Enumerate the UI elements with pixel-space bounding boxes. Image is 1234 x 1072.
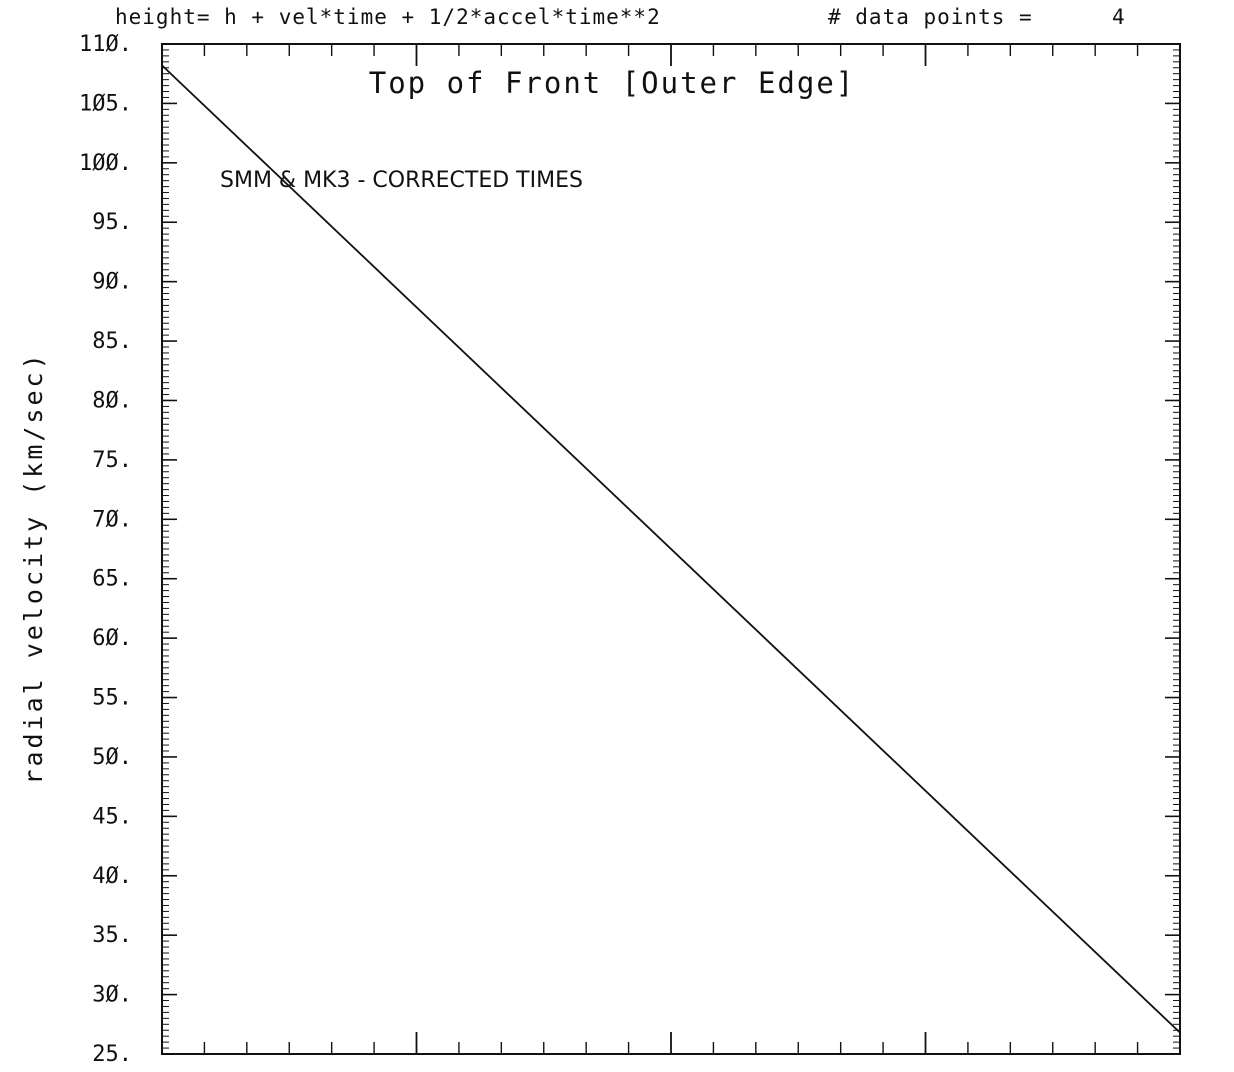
y-tick-label: 65.	[92, 567, 132, 592]
y-axis-label: radial velocity (km/sec)	[19, 351, 48, 784]
y-tick-label: 75.	[92, 448, 132, 473]
y-tick-label: 35.	[92, 923, 132, 948]
axis-ticks	[162, 43, 1180, 1055]
y-tick-label: 95.	[92, 210, 132, 235]
y-tick-label: 1Ø5.	[79, 91, 132, 116]
chart-title: Top of Front [Outer Edge]	[369, 66, 856, 100]
plot-frame	[161, 43, 1181, 1055]
y-tick-label: 7Ø.	[92, 507, 132, 532]
y-tick-label: 4Ø.	[92, 864, 132, 889]
y-tick-label: 9Ø.	[92, 270, 132, 295]
y-tick-label: 3Ø.	[92, 983, 132, 1008]
y-tick-label: 6Ø.	[92, 626, 132, 651]
y-tick-label: 25.	[92, 1042, 132, 1067]
y-tick-label: 11Ø.	[79, 32, 132, 57]
series-group	[161, 64, 1181, 1034]
y-tick-label: 5Ø.	[92, 745, 132, 770]
y-tick-label: 85.	[92, 329, 132, 354]
header-data-points-label: # data points =	[828, 5, 1033, 29]
chart-annotation: SMM & MK3 - CORRECTED TIMES	[220, 168, 583, 193]
y-tick-label: 45.	[92, 804, 132, 829]
header-data-points-value: 4	[1112, 5, 1126, 29]
y-tick-label: 8Ø.	[92, 388, 132, 413]
y-tick-labels: 25. 3Ø. 35. 4Ø. 45. 5Ø. 55. 6Ø. 65. 7Ø. 75. 8Ø. 85. 9…	[79, 32, 132, 1067]
header-formula: height= h + vel*time + 1/2*accel*time**2	[115, 5, 661, 29]
y-tick-label: 55.	[92, 686, 132, 711]
series-line	[161, 64, 1181, 1034]
y-tick-label: 1ØØ.	[79, 151, 132, 176]
